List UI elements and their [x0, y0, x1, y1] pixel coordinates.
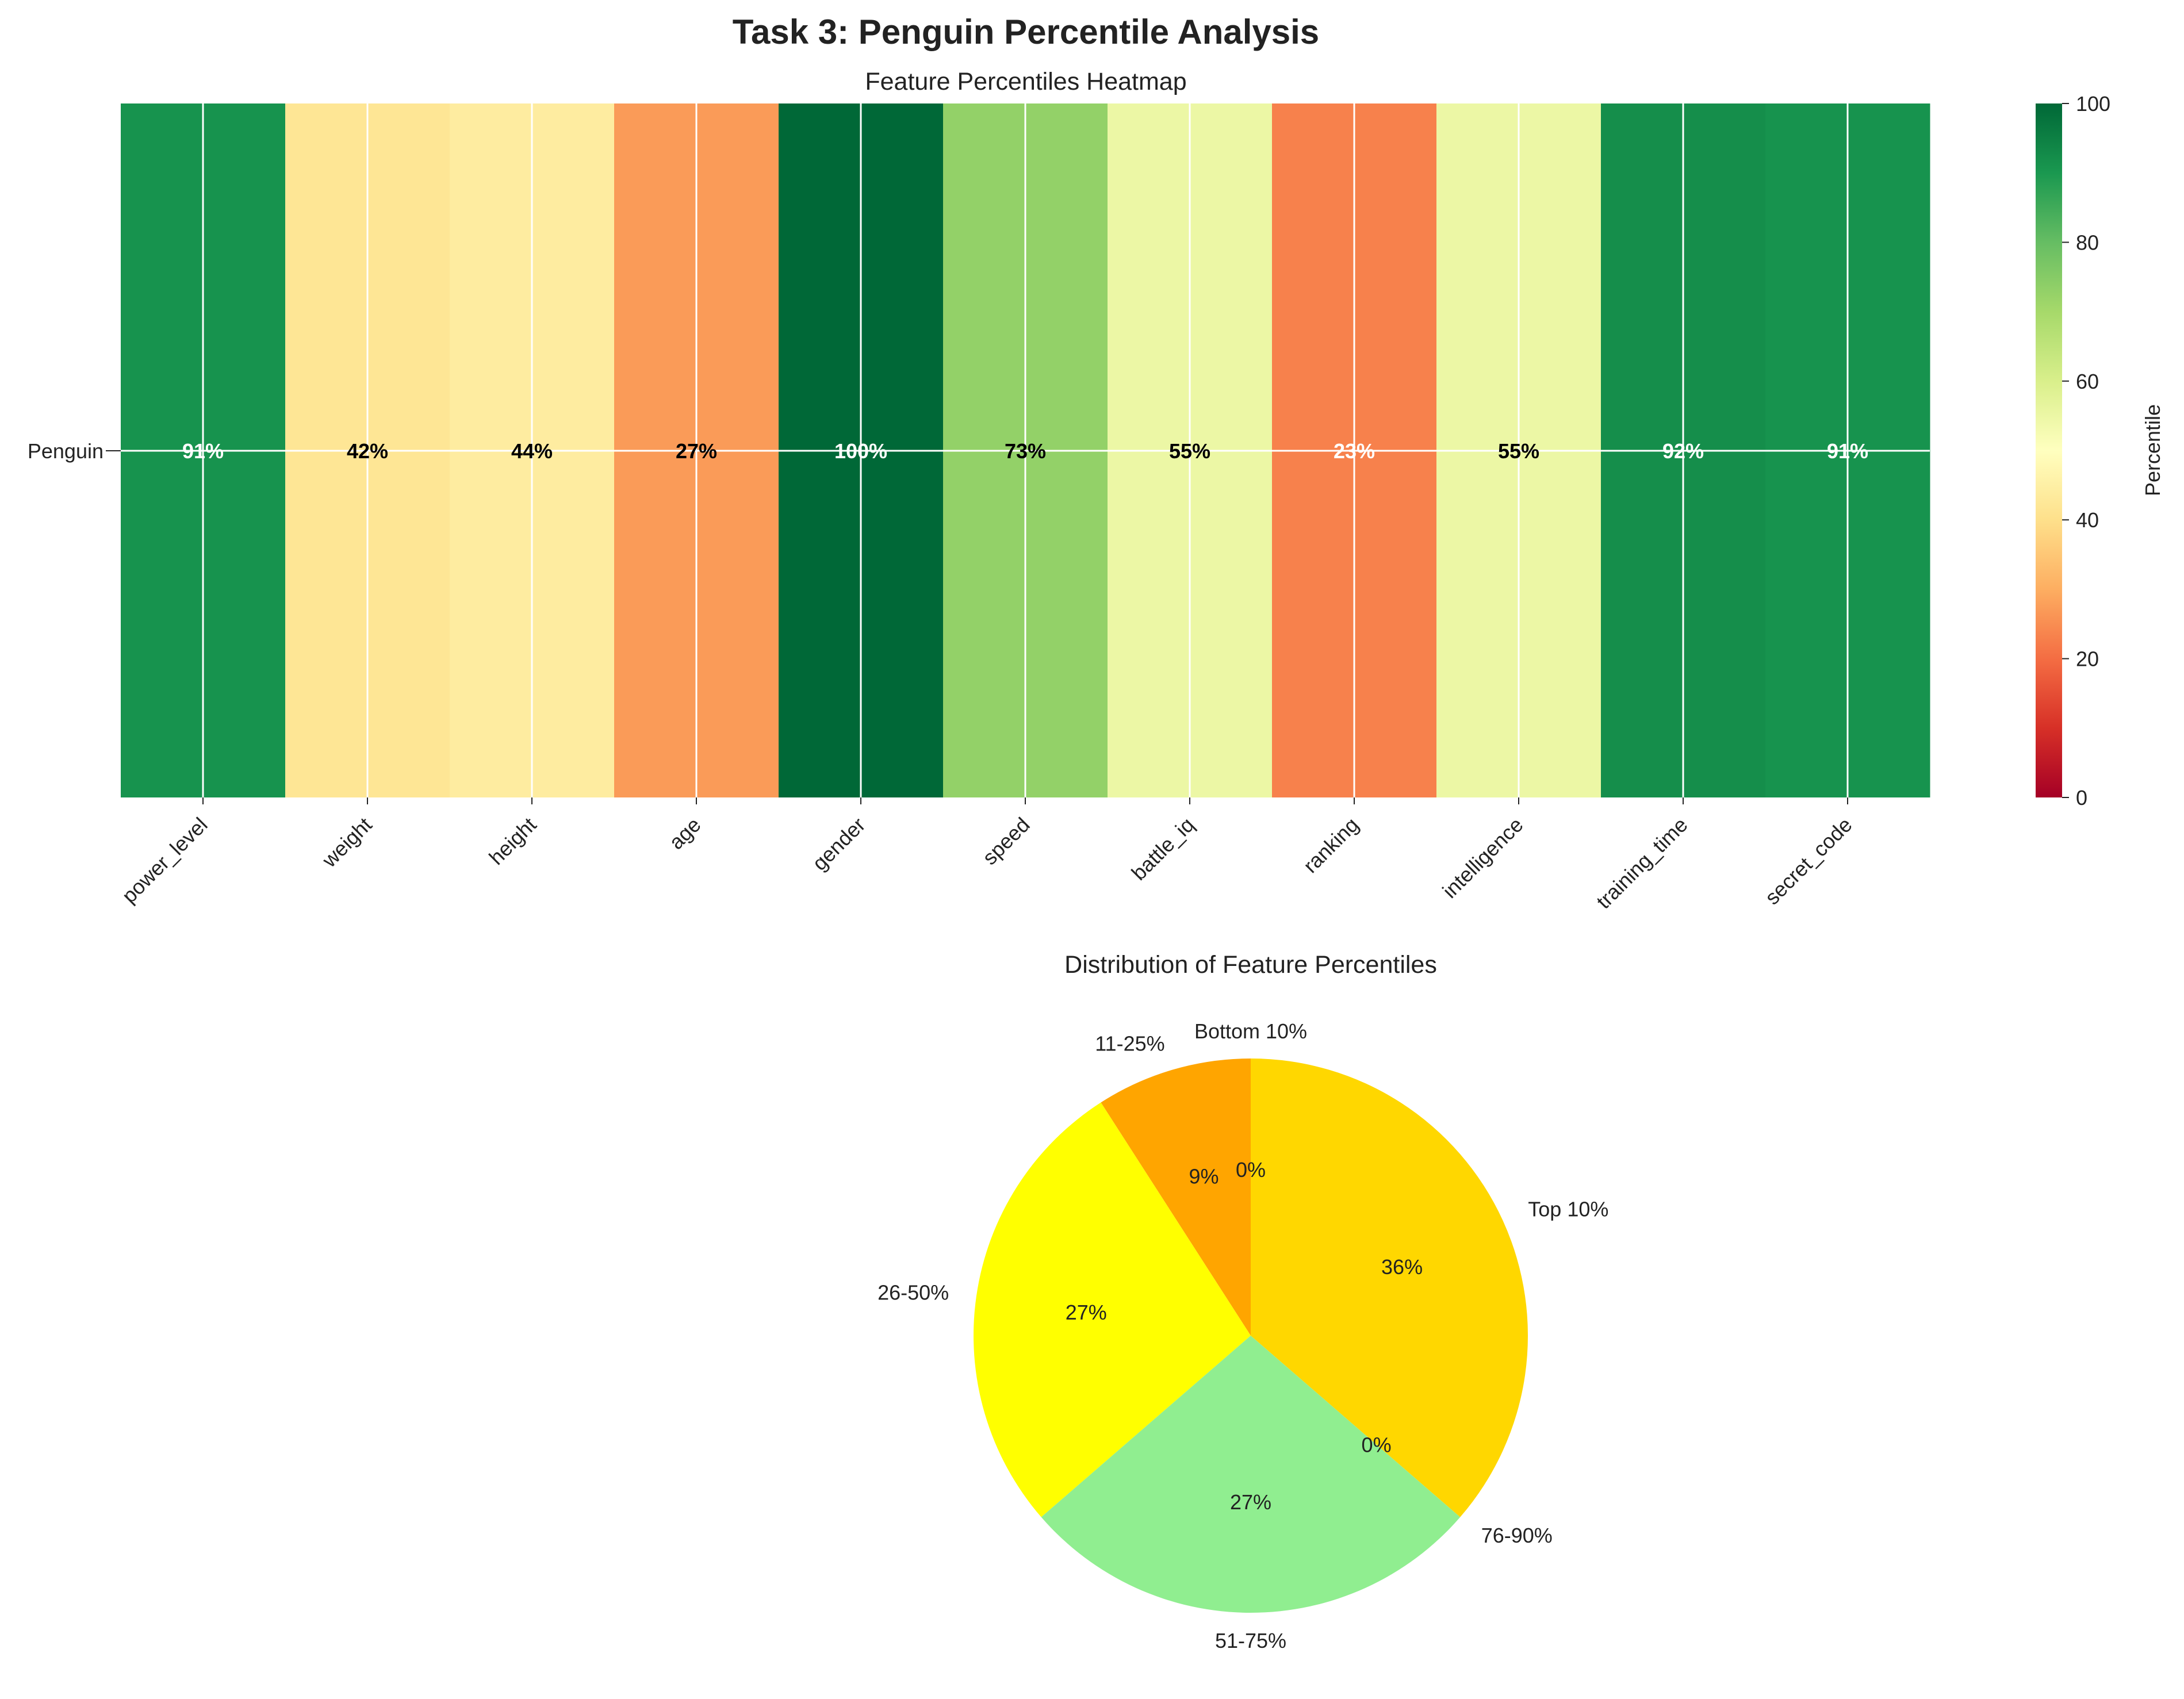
heatmap-cell-label: 42% — [347, 439, 388, 463]
colorbar-tick-label: 60 — [2076, 370, 2099, 393]
pie-slice — [1041, 1336, 1461, 1613]
heatmap-x-tick-label: age — [664, 813, 705, 854]
heatmap-cell-label: 91% — [1827, 439, 1868, 463]
colorbar-tick-label: 100 — [2076, 92, 2110, 116]
heatmap-cell-label: 55% — [1169, 439, 1210, 463]
colorbar-gradient — [2036, 103, 2062, 797]
pie-category-label: Top 10% — [1528, 1198, 1608, 1221]
heatmap-x-tick-label: height — [484, 813, 541, 869]
heatmap-x-tick-label: gender — [807, 813, 869, 875]
pie-slice — [1101, 1058, 1251, 1336]
heatmap-cell-label: 100% — [834, 439, 887, 463]
heatmap-x-tick-label: speed — [978, 813, 1034, 869]
heatmap-chart: Feature Percentiles Heatmap 91% 42% 44% 27%… — [28, 68, 1930, 913]
heatmap-cell-label: 92% — [1662, 439, 1704, 463]
pie-category-label: 26-50% — [878, 1281, 949, 1305]
pie-chart: Distribution of Feature Percentiles 0% 9%… — [878, 951, 1608, 1652]
pie-category-label: 11-25% — [1095, 1031, 1164, 1055]
heatmap-row-label: Penguin — [28, 439, 104, 463]
colorbar: 0 20 40 60 80 100 Percentile — [2036, 92, 2164, 810]
pie-category-label: Bottom 10% — [1194, 1019, 1307, 1043]
pie-slice — [974, 1102, 1251, 1517]
pie-percent-label: 27% — [1230, 1490, 1271, 1514]
colorbar-ticks: 0 20 40 60 80 100 — [2062, 92, 2110, 810]
colorbar-tick-label: 20 — [2076, 647, 2099, 671]
heatmap-cell-label: 44% — [511, 439, 553, 463]
heatmap-cell-label: 91% — [182, 439, 224, 463]
heatmap-cell-label: 55% — [1498, 439, 1539, 463]
colorbar-tick-label: 0 — [2076, 786, 2087, 810]
heatmap-cell-labels: 91% 42% 44% 27% 100% 73% 55% 23% 55% 92% 91% — [182, 439, 1868, 463]
heatmap-title: Feature Percentiles Heatmap — [865, 68, 1186, 95]
pie-percent-label: 27% — [1066, 1301, 1107, 1324]
heatmap-cell-label: 23% — [1334, 439, 1375, 463]
heatmap-x-tick-labels: power_level weight height age gender speed bat… — [117, 797, 1857, 913]
pie-percent-label: 0% — [1362, 1433, 1392, 1456]
pie-slices — [974, 1058, 1528, 1613]
pie-percent-labels: 0% 9% 27% 27% 0% 36% — [1066, 1158, 1423, 1514]
pie-slice — [1251, 1058, 1528, 1517]
heatmap-x-tick-label: battle_iq — [1127, 813, 1198, 885]
colorbar-tick-label: 80 — [2076, 231, 2099, 254]
heatmap-cell-label: 27% — [676, 439, 717, 463]
colorbar-label: Percentile — [2141, 404, 2164, 496]
figure-title: Task 3: Penguin Percentile Analysis — [733, 13, 1319, 51]
heatmap-x-tick-label: training_time — [1592, 813, 1692, 914]
pie-percent-label: 0% — [1236, 1158, 1266, 1182]
heatmap-x-tick-label: weight — [317, 813, 376, 872]
heatmap-gridlines — [121, 103, 1930, 797]
pie-category-labels: Bottom 10% 11-25% 26-50% 51-75% 76-90% Top 10… — [878, 1019, 1608, 1652]
pie-title: Distribution of Feature Percentiles — [1064, 951, 1437, 979]
pie-percent-label: 36% — [1381, 1255, 1423, 1279]
pie-percent-label: 9% — [1189, 1165, 1219, 1188]
heatmap-x-tick-label: power_level — [117, 813, 212, 908]
colorbar-tick-label: 40 — [2076, 508, 2099, 532]
pie-category-label: 76-90% — [1481, 1524, 1553, 1547]
heatmap-x-tick-label: intelligence — [1438, 813, 1527, 903]
heatmap-cell-label: 73% — [1005, 439, 1046, 463]
pie-category-label: 51-75% — [1215, 1629, 1286, 1652]
heatmap-x-tick-label: ranking — [1298, 813, 1363, 877]
heatmap-x-tick-label: secret_code — [1760, 813, 1857, 910]
